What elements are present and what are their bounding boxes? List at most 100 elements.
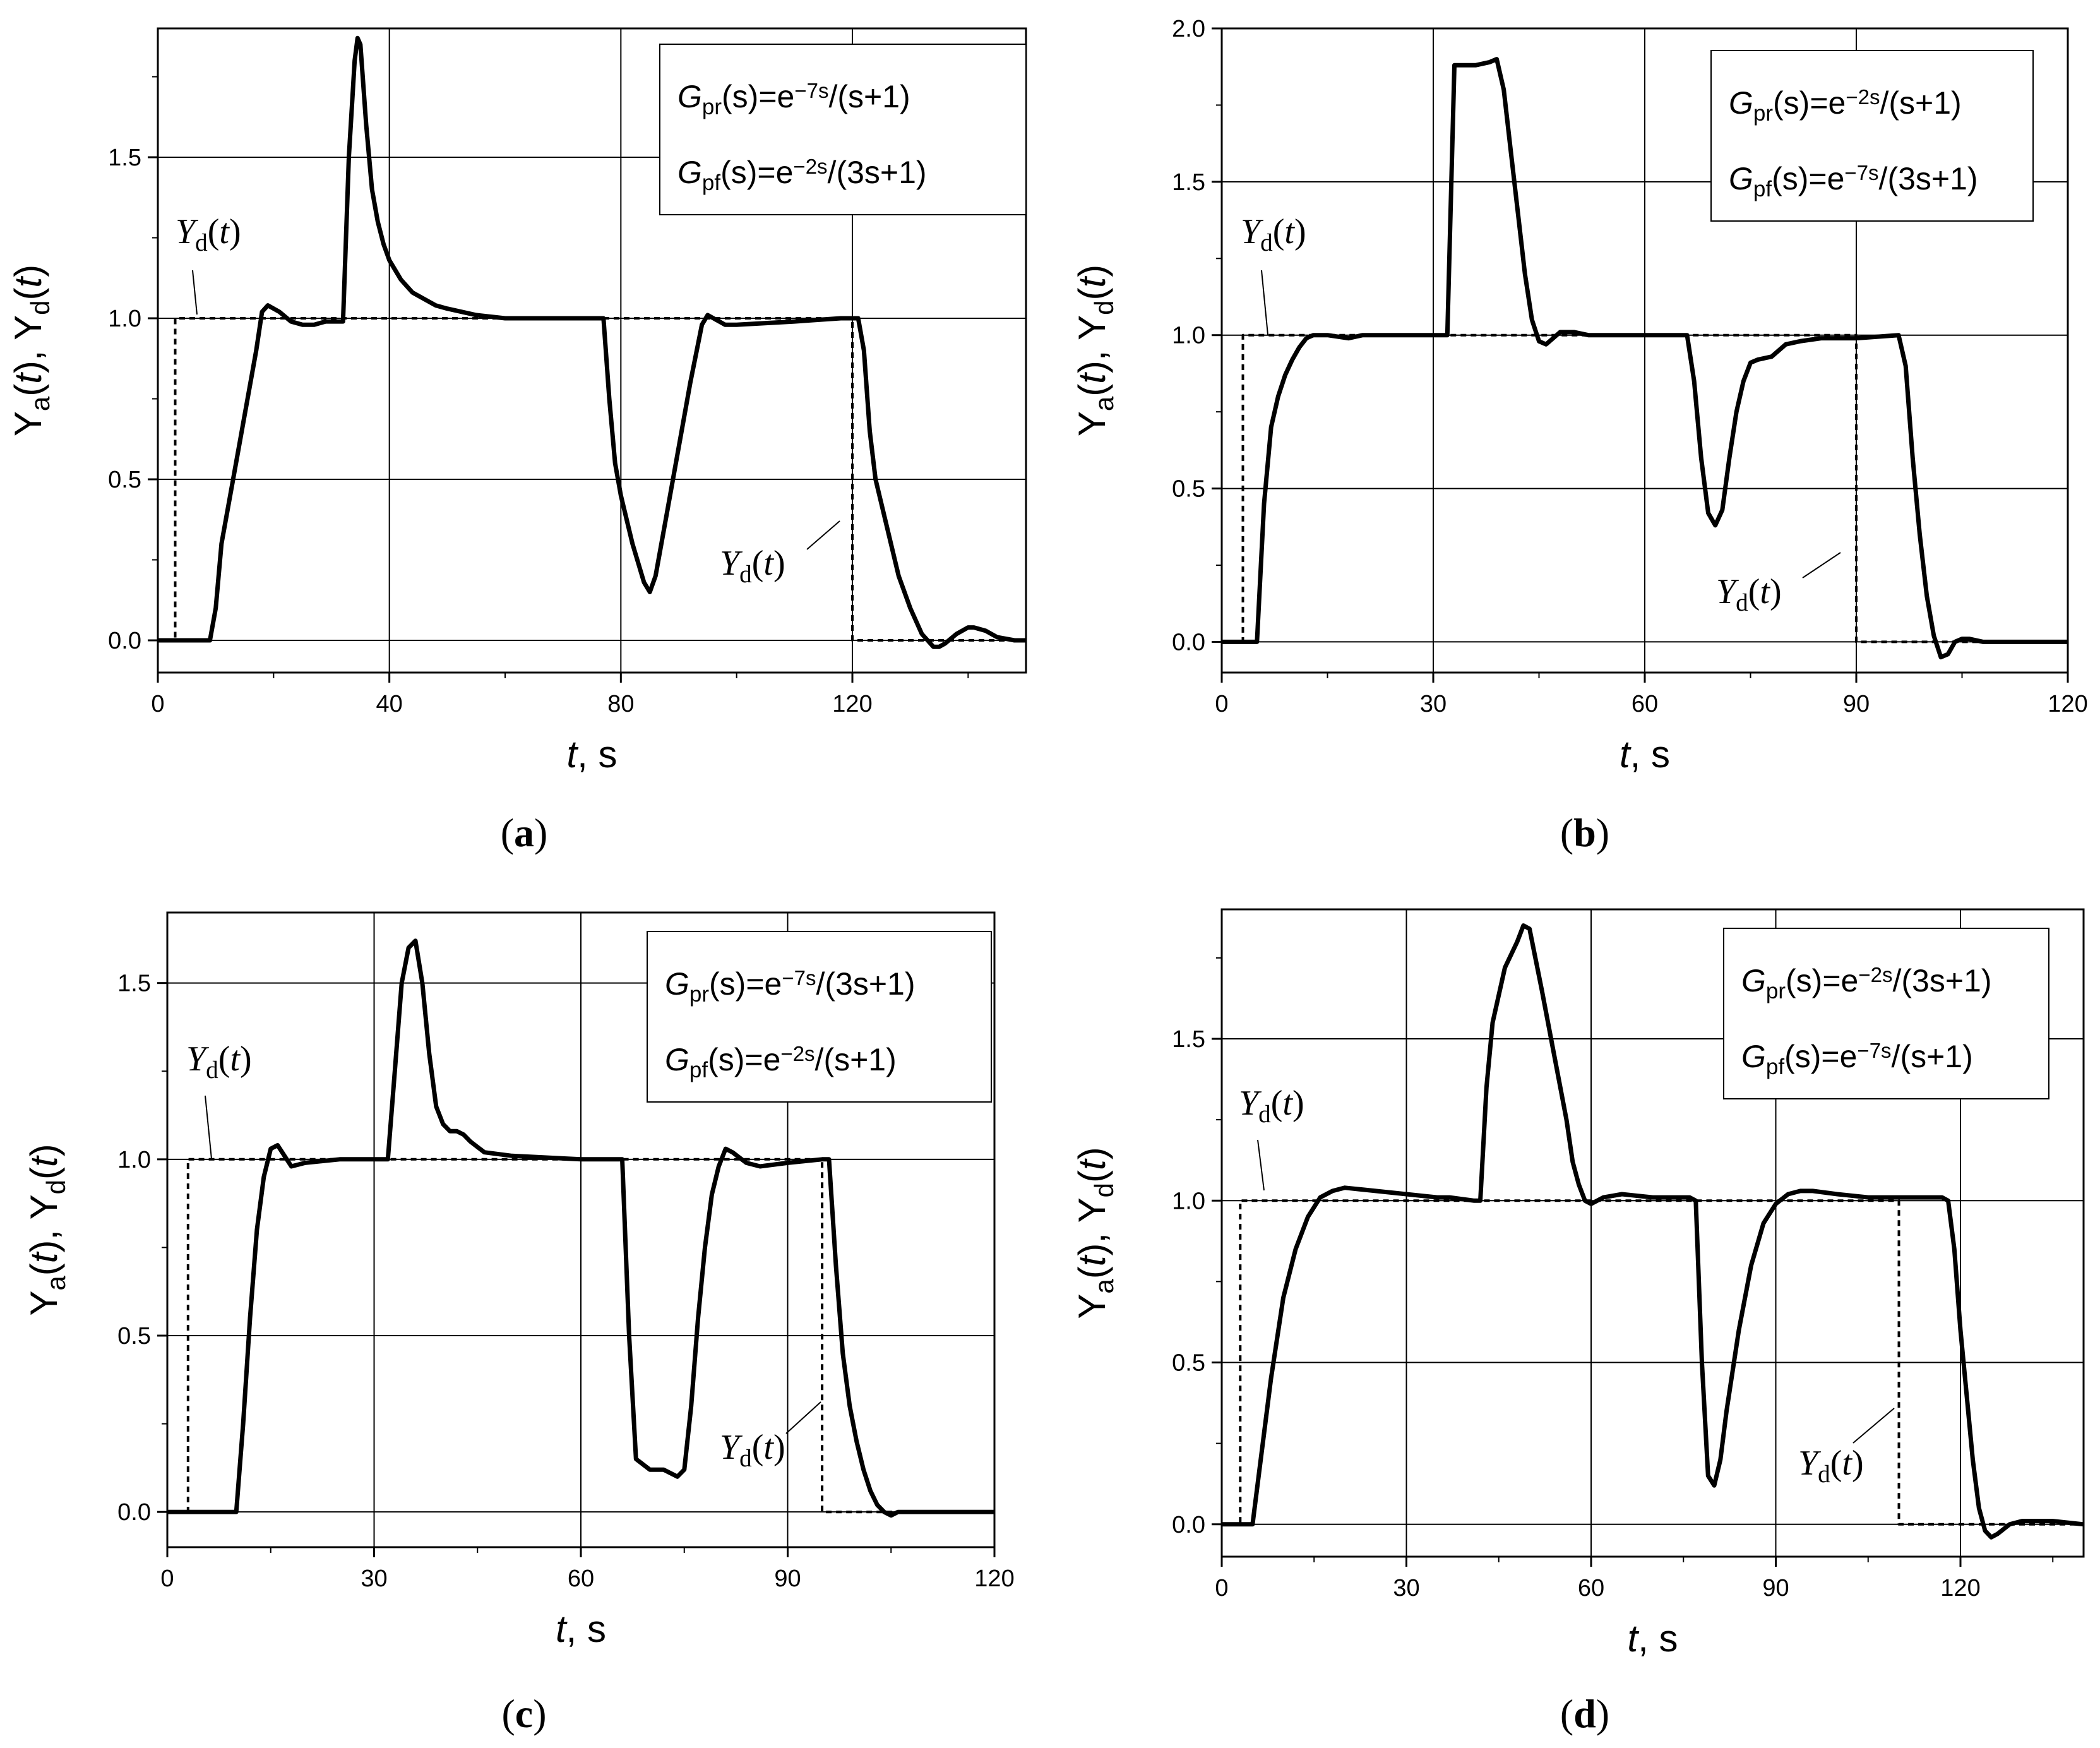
setpoint-annotation-part: t [1842, 1444, 1852, 1483]
y-axis-label-part: ( [1071, 1266, 1113, 1279]
legend-entry-part: pf [1753, 177, 1772, 201]
legend-entry-part: (s)=e [722, 79, 794, 114]
x-axis-label-part: , s [566, 1608, 606, 1650]
y-axis-label-part: ), [1071, 340, 1113, 373]
y-axis-label-part: t [7, 372, 49, 384]
legend-entry-part: /(3s+1) [828, 155, 927, 190]
y-tick-label: 0.5 [1172, 476, 1205, 503]
y-axis-label-part: ( [1071, 384, 1113, 397]
y-axis-label-part: ( [1071, 287, 1113, 300]
setpoint-annotation: Yd(t) [1716, 572, 1782, 616]
legend-entry-part: /(s+1) [815, 1042, 897, 1077]
panel-label-part: ( [501, 810, 514, 855]
legend-entry-part: G [677, 155, 702, 190]
legend-entry-part: −7s [794, 79, 828, 102]
panel-label-part: ( [1560, 810, 1573, 855]
legend-entry-part: pr [689, 982, 709, 1007]
y-tick-label: 0.5 [117, 1323, 151, 1350]
setpoint-annotation-part: ) [773, 544, 785, 583]
setpoint-series-line [158, 317, 1026, 642]
y-axis-label-part: d [25, 300, 55, 314]
y-tick-label: 1.0 [1172, 323, 1205, 349]
setpoint-annotation-part: t [219, 212, 230, 251]
x-axis-label-part: , s [1630, 733, 1670, 775]
legend-entry-part: pf [702, 171, 720, 195]
y-axis-label-part: Y [23, 1194, 65, 1219]
setpoint-annotation-part: t [230, 1039, 241, 1079]
setpoint-annotation-part: Y [1239, 1084, 1262, 1123]
setpoint-series-line [1222, 1199, 2084, 1526]
chart-panel-d: 0 30 60 90 1200.00.51.01.5Gpr(s)=e−2s/(3s+1)… [1071, 908, 2085, 1736]
legend-entry-part: G [665, 1042, 689, 1077]
setpoint-annotation-part: ( [208, 212, 220, 251]
setpoint-annotation-part: t [1284, 212, 1295, 251]
x-tick-label: 120 [832, 691, 872, 717]
legend-entry-part: G [1741, 1039, 1766, 1074]
y-axis-label: Ya(t), Yd(t) [7, 265, 55, 436]
y-axis-label-part: Y [1071, 315, 1113, 340]
setpoint-annotation-part: d [739, 1445, 752, 1472]
panel-label-part: b [1573, 810, 1596, 855]
x-tick-label: 60 [1632, 691, 1658, 717]
y-axis-label: Ya(t), Yd(t) [1071, 265, 1119, 436]
setpoint-annotation-part: ) [229, 212, 241, 251]
x-axis-label-part: , s [577, 733, 617, 775]
setpoint-annotation-part: ) [1770, 572, 1782, 611]
x-axis-label: t, s [1620, 733, 1670, 775]
x-tick-label: 120 [2048, 691, 2087, 717]
y-axis-label-part: Y [1071, 1197, 1113, 1223]
x-tick-label: 30 [361, 1565, 387, 1592]
y-tick-label: 0.0 [108, 628, 141, 654]
setpoint-annotation-part: t [1282, 1084, 1293, 1123]
response-series-line [167, 938, 994, 1518]
y-tick-label: 1.0 [1172, 1188, 1205, 1214]
setpoint-annotation-part: ) [1852, 1444, 1864, 1483]
panel-label: (a) [501, 810, 548, 855]
panel-label: (b) [1560, 810, 1609, 855]
setpoint-annotation-part: ( [752, 544, 764, 583]
y-axis-label-part: a [1089, 396, 1119, 411]
setpoint-annotation: Yd(t) [1241, 212, 1306, 256]
y-axis-label: Ya(t), Yd(t) [23, 1144, 71, 1315]
setpoint-annotation-part: d [1736, 589, 1748, 616]
y-axis-label-part: ), [1071, 1223, 1113, 1255]
setpoint-annotation-part: Y [720, 544, 743, 583]
legend-entry-part: G [1729, 161, 1753, 196]
x-tick-label: 0 [160, 1565, 174, 1592]
y-tick-label: 1.5 [117, 971, 151, 997]
x-axis-label-part: t [566, 733, 578, 775]
legend-entry-part: pf [689, 1058, 708, 1082]
y-tick-label: 0.5 [108, 467, 141, 493]
x-tick-label: 80 [607, 691, 634, 717]
panel-label-part: d [1573, 1691, 1596, 1736]
legend-entry-part: /(3s+1) [1892, 963, 1991, 998]
y-axis-label-part: t [1071, 1158, 1113, 1170]
y-axis-label-part: d [1089, 1183, 1119, 1197]
y-axis-label: Ya(t), Yd(t) [1071, 1147, 1119, 1319]
y-axis-label-part: a [41, 1276, 71, 1291]
x-axis-label-part: , s [1638, 1617, 1678, 1660]
setpoint-annotation-part: ) [773, 1428, 785, 1467]
setpoint-annotation: Yd(t) [186, 1039, 252, 1084]
legend-entry-part: −2s [793, 155, 827, 178]
x-axis-label-part: t [1627, 1617, 1639, 1660]
x-axis-label-part: t [1620, 733, 1632, 775]
setpoint-annotation-part: d [1260, 229, 1273, 256]
y-axis-label-part: ), [7, 340, 49, 373]
y-tick-label: 1.5 [108, 145, 141, 171]
setpoint-annotation-part: t [1760, 572, 1770, 611]
panel-label-part: c [515, 1691, 533, 1736]
setpoint-annotation-part: Y [1241, 212, 1264, 251]
response-series-line [158, 35, 1026, 649]
panel-label-part: ) [534, 810, 547, 855]
legend-entry-part: pr [702, 95, 722, 119]
legend-entry-part: (s)=e [720, 155, 793, 190]
setpoint-annotation: Yd(t) [1798, 1444, 1864, 1488]
annotation-leader-line [1802, 552, 1841, 578]
annotation-leader-line [192, 270, 198, 315]
annotation-leader-line [806, 520, 840, 550]
annotation-leader-line [205, 1095, 212, 1159]
x-axis-label: t, s [566, 733, 617, 775]
legend-entry: Gpf(s)=e−2s/(3s+1) [677, 155, 927, 195]
